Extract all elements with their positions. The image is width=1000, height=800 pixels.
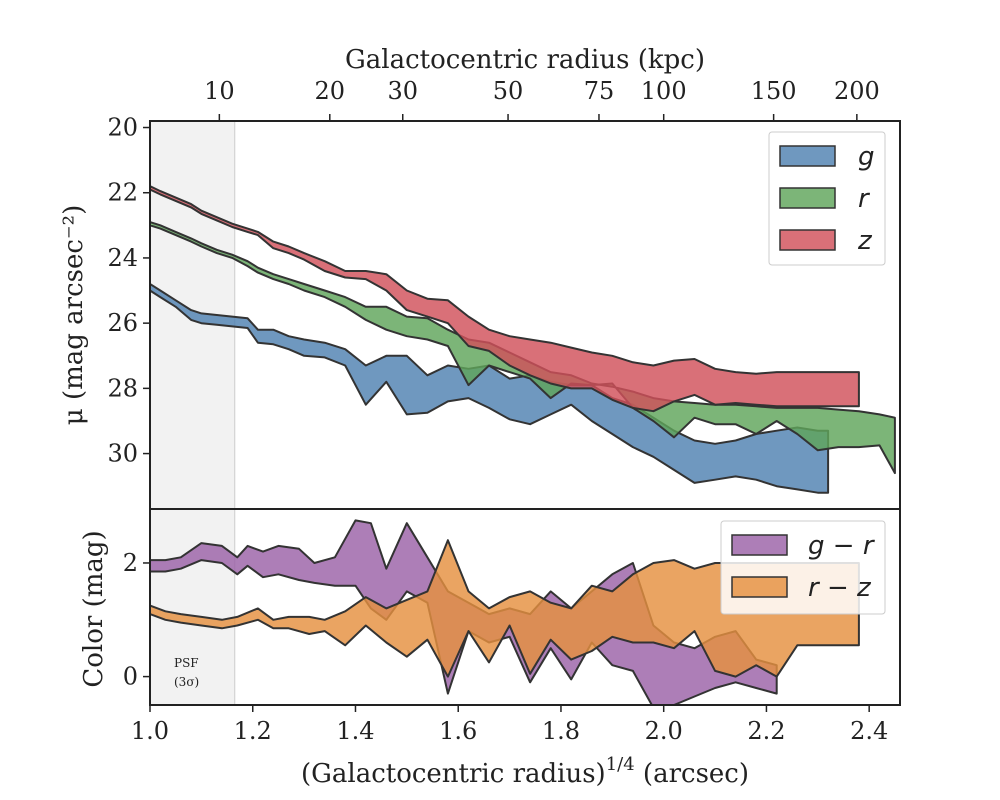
- top-y-ticks: 20 22 24 26 28 30: [107, 114, 150, 468]
- psf-shaded-region-bottom: [150, 509, 235, 705]
- kpc-tick-label-50: 50: [493, 77, 524, 105]
- bottom-legend: g − r r − z: [720, 520, 886, 615]
- kpc-tick-label-100: 100: [641, 77, 687, 105]
- x-tick-label-2.2: 2.2: [747, 717, 785, 745]
- band-rz-1: [150, 539, 860, 678]
- legend-swatch-g: [779, 145, 836, 167]
- legend-swatch-r-z: [731, 576, 788, 598]
- kpc-top-axis-ticks: 10 20 30 50 75 100 150 200: [204, 77, 880, 121]
- x-tick-label-2.0: 2.0: [645, 717, 683, 745]
- bottom-y-ticks: 02: [123, 549, 150, 691]
- x-tick-label-1.4: 1.4: [336, 717, 374, 745]
- legend-swatch-g-r: [731, 534, 788, 556]
- band-z-2: [150, 185, 860, 413]
- bottom-x-ticks: 1.0 1.2 1.4 1.6 1.8 2.0 2.2 2.4: [131, 705, 888, 745]
- legend-label-r: r: [858, 184, 871, 214]
- kpc-tick-label-150: 150: [751, 77, 797, 105]
- legend-label-g: g: [858, 142, 875, 172]
- surface-brightness-panel: 20 22 24 26 28 30 10 20 30 50 75 100 150 200 Galacto…: [59, 45, 901, 510]
- legend-label-g-r: g − r: [808, 531, 876, 561]
- x-tick-label-1.6: 1.6: [439, 717, 477, 745]
- top-y-tick-label-22: 22: [107, 179, 138, 207]
- band-r-1: [150, 221, 896, 475]
- legend-swatch-r: [779, 187, 836, 209]
- kpc-tick-label-20: 20: [315, 77, 346, 105]
- legend-label-z: z: [857, 226, 873, 256]
- kpc-tick-label-200: 200: [834, 77, 880, 105]
- top-axis-title: Galactocentric radius (kpc): [345, 45, 705, 75]
- kpc-tick-label-75: 75: [584, 77, 615, 105]
- psf-annotation-line2: (3σ): [174, 675, 199, 689]
- color-panel: 02 1.0 1.2 1.4 1.6 1.8 2.0 2.2 2.4 Color (mag) …: [79, 508, 901, 789]
- bottom-y-tick-label-2: 2: [123, 549, 138, 577]
- color-bands: [150, 519, 860, 705]
- band-g-0: [150, 283, 830, 494]
- x-axis-label-suffix: (arcsec): [635, 759, 749, 789]
- psf-annotation-line1: PSF: [174, 656, 199, 670]
- x-axis-label-superscript: 1/4: [606, 754, 635, 775]
- bottom-y-axis-label: Color (mag): [79, 530, 109, 687]
- top-y-tick-label-26: 26: [107, 309, 138, 337]
- bottom-y-tick-label-0: 0: [123, 663, 138, 691]
- surface-brightness-bands: [150, 185, 896, 494]
- legend-label-r-z: r − z: [808, 573, 872, 603]
- bottom-x-axis-label: (Galactocentric radius)1/4 (arcsec): [301, 754, 749, 789]
- top-y-tick-label-28: 28: [107, 374, 138, 402]
- top-y-tick-label-24: 24: [107, 244, 138, 272]
- x-tick-label-1.2: 1.2: [234, 717, 272, 745]
- x-tick-label-1.0: 1.0: [131, 717, 169, 745]
- x-axis-label-main: (Galactocentric radius): [301, 759, 606, 789]
- legend-swatch-z: [779, 229, 836, 251]
- top-y-tick-label-30: 30: [107, 440, 138, 468]
- top-legend: g r z: [768, 131, 886, 266]
- kpc-tick-label-30: 30: [387, 77, 418, 105]
- kpc-tick-label-10: 10: [204, 77, 235, 105]
- x-tick-label-1.8: 1.8: [542, 717, 580, 745]
- top-y-tick-label-20: 20: [107, 114, 138, 142]
- bottom-panel-frame: [149, 508, 901, 706]
- top-y-axis-label: μ (mag arcsec⁻²): [59, 205, 89, 425]
- x-tick-label-2.4: 2.4: [850, 717, 888, 745]
